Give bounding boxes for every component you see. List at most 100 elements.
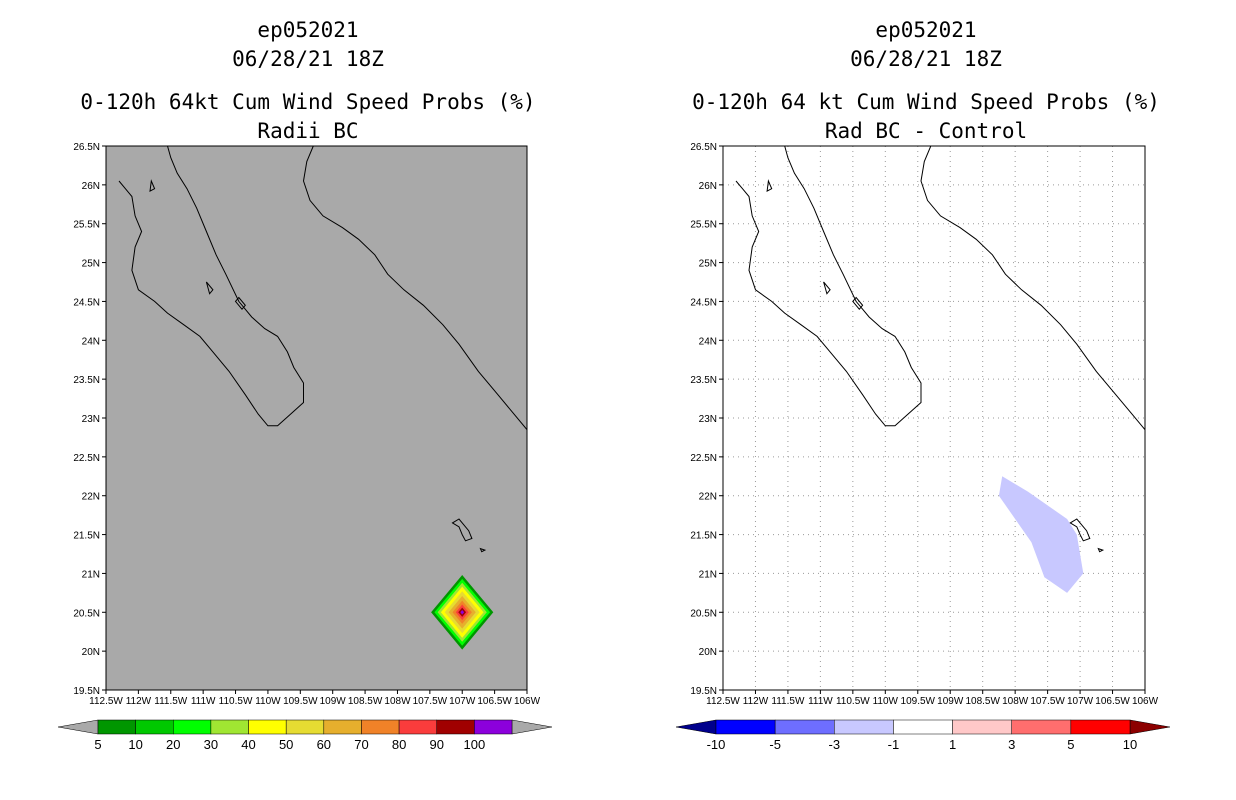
left-x-tick-label: 110W — [255, 696, 281, 707]
left-coastline-mainland — [302, 146, 527, 431]
right-x-tick-label: 106W — [1132, 696, 1159, 707]
left-y-tick-label: 25.5N — [73, 220, 100, 231]
right-x-tick-label: 106.5W — [1095, 696, 1130, 707]
right-y-tick-label: 19.5N — [690, 686, 717, 697]
left-title-line-2: 06/28/21 18Z — [232, 47, 384, 71]
right-colorbar-label: -10 — [707, 737, 726, 752]
right-colorbar-label: -5 — [769, 737, 781, 752]
left-y-tick-label: 26N — [82, 181, 100, 192]
left-y-tick-label: 19.5N — [73, 686, 100, 697]
left-x-tick-label: 107.5W — [413, 696, 448, 707]
left-colorbar-label: 5 — [94, 737, 101, 752]
right-x-tick-label: 108.5W — [965, 696, 1000, 707]
left-colorbar-box — [474, 719, 513, 735]
right-title-line-3: 0-120h 64 kt Cum Wind Speed Probs (%) — [692, 90, 1160, 114]
right-x-tick-label: 112.5W — [706, 696, 740, 707]
left-x-tick-label: 112.5W — [89, 696, 123, 707]
left-y-tick-label: 21.5N — [73, 531, 100, 542]
left-colorbar-box — [285, 719, 325, 735]
left-coastline-island-2 — [149, 179, 156, 192]
left-y-tick-label: 26.5N — [73, 142, 100, 153]
right-colorbar-box — [952, 719, 1012, 735]
right-y-tick-label: 24.5N — [690, 297, 717, 308]
left-title-line-4: Radii BC — [257, 119, 358, 143]
right-title-line-4: Rad BC - Control — [825, 119, 1027, 143]
right-title-line-2: 06/28/21 18Z — [850, 47, 1002, 71]
left-colorbar-box — [398, 719, 437, 735]
left-map-panel: 112.5W 112W 111.5W 111W 110.5W 110W 109.5W 109W… — [73, 142, 540, 707]
right-x-tick-label: 109.5W — [901, 696, 936, 707]
left-colorbar-label: 80 — [392, 737, 406, 752]
right-x-tick-label: 108W — [1002, 696, 1029, 707]
left-colorbar-box — [436, 719, 475, 735]
right-colorbar-label: 10 — [1123, 737, 1137, 752]
left-x-tick-label: 109W — [320, 696, 347, 707]
right-x-tick-label: 112W — [743, 696, 769, 707]
right-coastline-mainland — [920, 146, 1145, 431]
right-y-tick-label: 20N — [699, 647, 717, 658]
right-map-panel: 112.5W 112W 111.5W 111W 110.5W 110W 109.5W 109W… — [690, 142, 1158, 707]
left-coastline-island-3 — [205, 281, 214, 295]
left-colorbar-box — [361, 719, 400, 735]
right-colorbar-label: -1 — [888, 737, 900, 752]
right-x-tick-label: 109W — [937, 696, 964, 707]
left-colorbar-label: 90 — [429, 737, 443, 752]
left-y-tick-label: 20N — [82, 647, 100, 658]
right-x-tick-label: 107.5W — [1030, 696, 1065, 707]
left-colorbar-box — [173, 719, 212, 735]
right-colorbar-box — [834, 719, 894, 735]
right-y-tick-label: 22N — [699, 492, 717, 503]
right-colorbar-box — [774, 719, 835, 735]
right-x-tick-label: 110.5W — [836, 696, 870, 707]
left-coastline-baja — [118, 146, 304, 427]
left-x-tick-label: 106W — [514, 696, 541, 707]
right-y-tick-label: 20.5N — [690, 608, 717, 619]
left-colorbar-label: 10 — [128, 737, 142, 752]
right-coastline-island-3 — [823, 281, 831, 295]
left-colorbar-label: 40 — [241, 737, 255, 752]
left-colorbar-low-arrow — [57, 719, 99, 735]
right-colorbar-box — [893, 719, 953, 735]
left-colorbar-high-arrow — [511, 719, 553, 735]
right-colorbar-label: -3 — [829, 737, 841, 752]
left-coastline-island-4 — [234, 296, 246, 310]
left-colorbar-label: 50 — [279, 737, 293, 752]
left-y-tick-label: 21N — [82, 569, 100, 580]
right-x-tick-label: 110W — [873, 696, 899, 707]
right-colorbar-box — [1070, 719, 1131, 735]
right-colorbar-label: 5 — [1067, 737, 1074, 752]
left-colorbar-box — [135, 719, 174, 735]
left-y-tick-label: 22N — [82, 492, 100, 503]
left-title-line-1: ep052021 — [257, 18, 358, 42]
left-x-tick-label: 111W — [191, 696, 216, 707]
left-x-tick-label: 108.5W — [348, 696, 383, 707]
left-x-tick-label: 106.5W — [477, 696, 512, 707]
right-colorbar: -10 -5 -3 -1 1 3 5 10 — [675, 719, 1171, 752]
left-y-tick-label: 23.5N — [73, 375, 100, 386]
left-x-tick-label: 109.5W — [283, 696, 318, 707]
left-colorbar-label: 70 — [354, 737, 368, 752]
right-x-tick-label: 111W — [808, 696, 833, 707]
left-x-tick-label: 112W — [126, 696, 152, 707]
right-title-line-1: ep052021 — [875, 18, 976, 42]
right-y-tick-label: 23.5N — [690, 375, 717, 386]
left-y-tick-label: 25N — [82, 259, 100, 270]
right-colorbar-label: 3 — [1008, 737, 1015, 752]
right-colorbar-box — [1011, 719, 1072, 735]
right-coastline-island-1 — [1097, 547, 1105, 553]
left-colorbar-label: 100 — [464, 737, 486, 752]
right-y-tick-label: 24N — [699, 336, 717, 347]
right-coastline-island-0 — [1069, 518, 1091, 542]
left-x-tick-label: 108W — [384, 696, 411, 707]
left-colorbar-label: 60 — [317, 737, 331, 752]
right-coastline-baja — [735, 146, 922, 427]
left-colorbar-label: 30 — [204, 737, 218, 752]
left-x-tick-label: 107W — [449, 696, 476, 707]
right-colorbar-box — [715, 719, 776, 735]
right-x-tick-label: 107W — [1067, 696, 1094, 707]
right-y-tick-label: 25.5N — [690, 220, 717, 231]
left-y-tick-label: 24.5N — [73, 297, 100, 308]
left-colorbar-label: 20 — [166, 737, 180, 752]
left-x-tick-label: 110.5W — [219, 696, 253, 707]
